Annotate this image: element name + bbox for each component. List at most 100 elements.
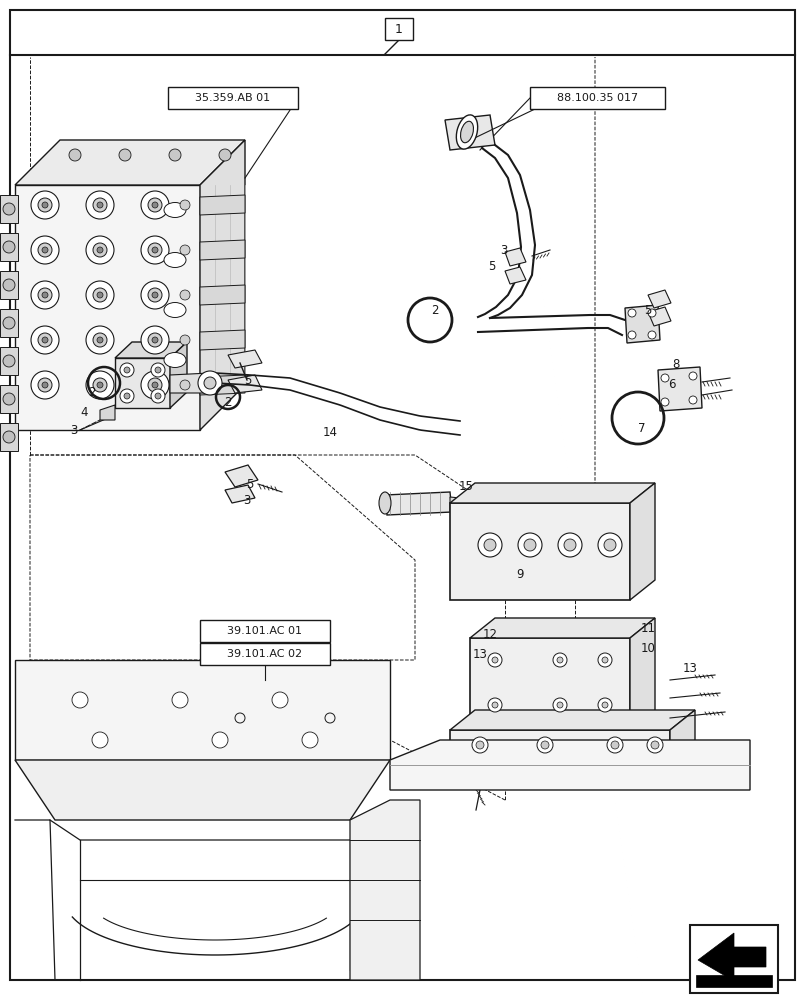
Polygon shape bbox=[449, 710, 694, 730]
Polygon shape bbox=[504, 267, 526, 284]
Circle shape bbox=[124, 367, 130, 373]
Text: 14: 14 bbox=[322, 426, 337, 438]
Circle shape bbox=[3, 279, 15, 291]
Text: 5: 5 bbox=[487, 260, 495, 273]
Circle shape bbox=[172, 692, 188, 708]
Polygon shape bbox=[169, 373, 210, 393]
Circle shape bbox=[72, 692, 88, 708]
Circle shape bbox=[69, 149, 81, 161]
Circle shape bbox=[180, 245, 190, 255]
Circle shape bbox=[198, 371, 221, 395]
Circle shape bbox=[646, 737, 663, 753]
Circle shape bbox=[141, 371, 169, 399]
Polygon shape bbox=[449, 730, 669, 760]
Text: 10: 10 bbox=[640, 642, 654, 654]
Circle shape bbox=[152, 292, 158, 298]
Circle shape bbox=[180, 335, 190, 345]
Circle shape bbox=[97, 337, 103, 343]
Circle shape bbox=[31, 326, 59, 354]
Circle shape bbox=[169, 149, 181, 161]
Polygon shape bbox=[115, 342, 187, 358]
Circle shape bbox=[557, 533, 581, 557]
Circle shape bbox=[141, 326, 169, 354]
Circle shape bbox=[650, 741, 659, 749]
Polygon shape bbox=[0, 423, 18, 451]
Polygon shape bbox=[100, 405, 115, 420]
Circle shape bbox=[93, 288, 107, 302]
Circle shape bbox=[212, 732, 228, 748]
Text: 6: 6 bbox=[667, 378, 675, 391]
Circle shape bbox=[38, 198, 52, 212]
Bar bbox=[200, 620, 329, 642]
Polygon shape bbox=[15, 185, 200, 430]
Text: 9: 9 bbox=[516, 568, 523, 582]
Circle shape bbox=[627, 331, 635, 339]
Text: 13: 13 bbox=[682, 662, 697, 674]
Circle shape bbox=[478, 533, 501, 557]
Text: 5: 5 bbox=[244, 373, 251, 386]
Text: 3: 3 bbox=[71, 424, 78, 436]
Circle shape bbox=[552, 698, 566, 712]
Circle shape bbox=[523, 539, 535, 551]
Circle shape bbox=[42, 382, 48, 388]
Circle shape bbox=[3, 203, 15, 215]
Polygon shape bbox=[470, 638, 629, 730]
Circle shape bbox=[31, 236, 59, 264]
Circle shape bbox=[38, 378, 52, 392]
Polygon shape bbox=[200, 285, 245, 305]
Circle shape bbox=[152, 382, 158, 388]
Circle shape bbox=[42, 337, 48, 343]
Text: 11: 11 bbox=[640, 621, 654, 635]
Circle shape bbox=[97, 382, 103, 388]
Polygon shape bbox=[444, 115, 495, 150]
Circle shape bbox=[155, 367, 161, 373]
Ellipse shape bbox=[164, 353, 186, 367]
Polygon shape bbox=[0, 271, 18, 299]
Polygon shape bbox=[200, 330, 245, 350]
Circle shape bbox=[540, 741, 548, 749]
Circle shape bbox=[471, 737, 487, 753]
Text: 3: 3 bbox=[243, 494, 251, 508]
Text: 1: 1 bbox=[395, 23, 402, 36]
Text: 5: 5 bbox=[246, 478, 253, 490]
Polygon shape bbox=[228, 350, 262, 368]
Circle shape bbox=[97, 202, 103, 208]
Circle shape bbox=[93, 333, 107, 347]
Circle shape bbox=[152, 337, 158, 343]
Circle shape bbox=[38, 333, 52, 347]
Polygon shape bbox=[350, 800, 419, 980]
Text: 39.101.AC 01: 39.101.AC 01 bbox=[227, 626, 303, 636]
Polygon shape bbox=[200, 240, 245, 260]
Circle shape bbox=[152, 202, 158, 208]
Circle shape bbox=[93, 198, 107, 212]
Polygon shape bbox=[384, 492, 452, 515]
Circle shape bbox=[155, 393, 161, 399]
Circle shape bbox=[3, 317, 15, 329]
Circle shape bbox=[86, 236, 114, 264]
Circle shape bbox=[151, 363, 165, 377]
Circle shape bbox=[204, 377, 216, 389]
Polygon shape bbox=[200, 195, 245, 215]
Circle shape bbox=[597, 653, 611, 667]
Circle shape bbox=[120, 389, 134, 403]
Circle shape bbox=[219, 149, 230, 161]
Circle shape bbox=[38, 243, 52, 257]
Circle shape bbox=[42, 292, 48, 298]
Text: 5: 5 bbox=[643, 304, 651, 316]
Circle shape bbox=[148, 333, 162, 347]
Circle shape bbox=[552, 653, 566, 667]
Circle shape bbox=[487, 698, 501, 712]
Polygon shape bbox=[115, 358, 169, 408]
Circle shape bbox=[536, 737, 552, 753]
Polygon shape bbox=[0, 309, 18, 337]
Circle shape bbox=[556, 657, 562, 663]
Circle shape bbox=[124, 393, 130, 399]
Circle shape bbox=[180, 200, 190, 210]
Ellipse shape bbox=[456, 115, 477, 149]
Text: 8: 8 bbox=[672, 359, 679, 371]
Polygon shape bbox=[647, 290, 670, 308]
Polygon shape bbox=[449, 483, 654, 503]
Polygon shape bbox=[629, 483, 654, 600]
Ellipse shape bbox=[164, 252, 186, 267]
Circle shape bbox=[141, 281, 169, 309]
